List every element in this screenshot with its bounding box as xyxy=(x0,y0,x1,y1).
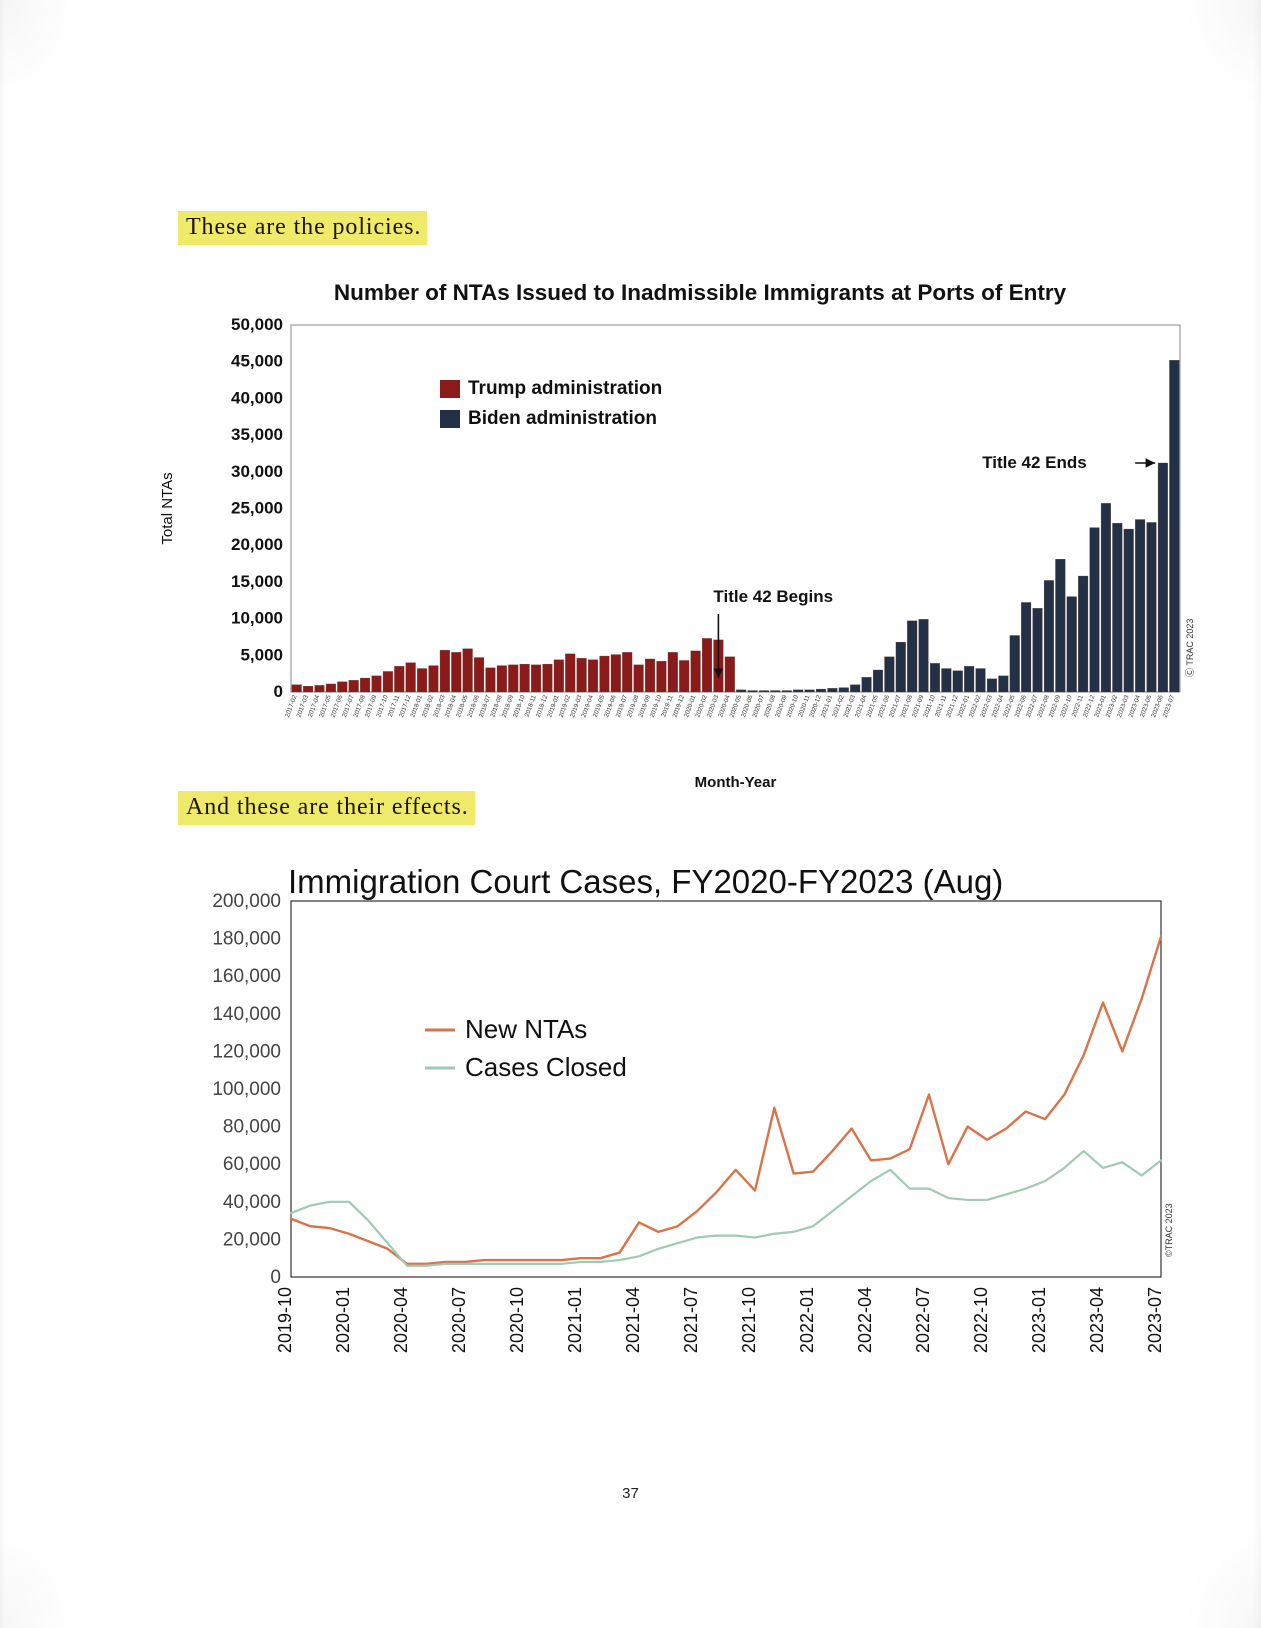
svg-text:2020-04: 2020-04 xyxy=(391,1287,411,1353)
svg-text:2022-10: 2022-10 xyxy=(971,1287,991,1353)
svg-text:2023-01: 2023-01 xyxy=(1029,1287,1049,1353)
svg-text:180,000: 180,000 xyxy=(212,929,281,950)
svg-text:2021-04: 2021-04 xyxy=(623,1287,643,1353)
svg-text:Cases Closed: Cases Closed xyxy=(465,1052,627,1082)
svg-text:Immigration Court Cases, FY202: Immigration Court Cases, FY2020-FY2023 (… xyxy=(288,863,1003,900)
svg-text:New NTAs: New NTAs xyxy=(465,1014,587,1044)
svg-text:2023-04: 2023-04 xyxy=(1087,1287,1107,1353)
svg-text:2021-01: 2021-01 xyxy=(565,1287,585,1353)
svg-text:2022-07: 2022-07 xyxy=(913,1287,933,1353)
svg-text:160,000: 160,000 xyxy=(212,966,281,987)
svg-text:120,000: 120,000 xyxy=(212,1041,281,1062)
svg-text:2020-01: 2020-01 xyxy=(333,1287,353,1353)
svg-text:2019-10: 2019-10 xyxy=(275,1287,295,1353)
svg-text:2023-07: 2023-07 xyxy=(1145,1287,1165,1353)
svg-text:60,000: 60,000 xyxy=(223,1154,281,1175)
svg-text:©TRAC 2023: ©TRAC 2023 xyxy=(1164,1203,1174,1257)
svg-text:100,000: 100,000 xyxy=(212,1079,281,1100)
svg-text:2022-04: 2022-04 xyxy=(855,1287,875,1353)
svg-text:2021-10: 2021-10 xyxy=(739,1287,759,1353)
svg-text:80,000: 80,000 xyxy=(223,1117,281,1138)
svg-text:2021-07: 2021-07 xyxy=(681,1287,701,1353)
svg-text:20,000: 20,000 xyxy=(223,1229,281,1250)
svg-text:40,000: 40,000 xyxy=(223,1192,281,1213)
svg-text:140,000: 140,000 xyxy=(212,1004,281,1025)
svg-text:2020-07: 2020-07 xyxy=(449,1287,469,1353)
svg-text:0: 0 xyxy=(270,1267,281,1288)
svg-text:2020-10: 2020-10 xyxy=(507,1287,527,1353)
svg-text:2022-01: 2022-01 xyxy=(797,1287,817,1353)
svg-text:200,000: 200,000 xyxy=(212,891,281,912)
